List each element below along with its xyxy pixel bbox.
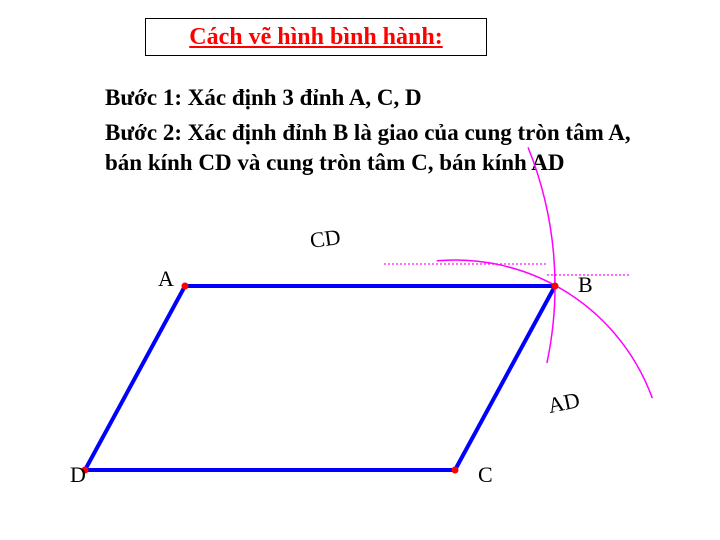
diagram-svg [0,0,720,540]
label-C: C [478,462,493,488]
label-D: D [70,462,86,488]
label-A: A [158,266,174,292]
label-B: B [578,272,593,298]
label-CD: CD [308,224,342,254]
